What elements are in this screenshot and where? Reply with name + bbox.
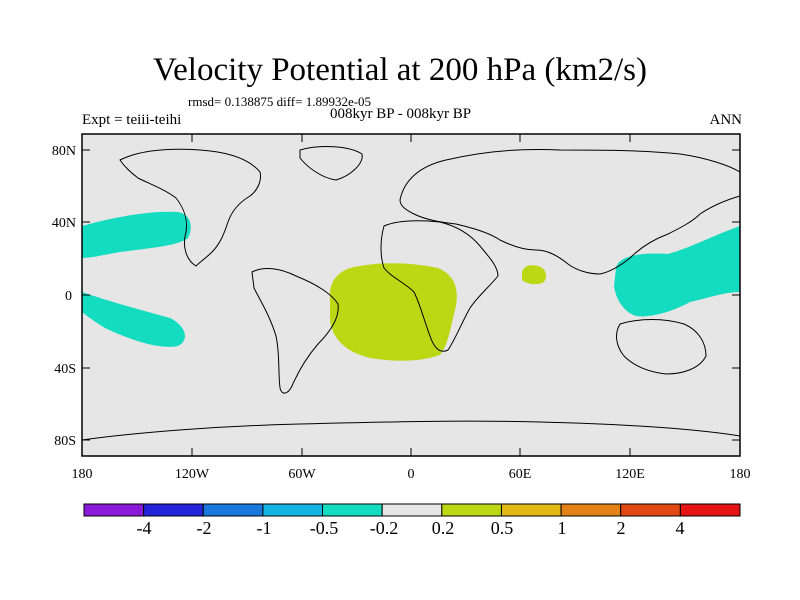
colorbar-label: 2	[617, 518, 626, 538]
coastline-africa	[380, 220, 499, 352]
positive-anomaly-region-arabian-sea	[522, 265, 546, 285]
coastline-eurasia	[399, 148, 741, 275]
colorbar-label: -4	[137, 518, 152, 538]
colorbar-label: -0.2	[370, 518, 399, 538]
colorbar-box	[202, 503, 264, 517]
colorbar-label: 0.5	[491, 518, 514, 538]
colorbar-label: -0.5	[310, 518, 339, 538]
lon-label-0: 0	[408, 467, 415, 482]
rmsd-diff-stats: rmsd= 0.138875 diff= 1.89932e-05	[188, 94, 372, 109]
lon-label-60w: 60W	[288, 467, 316, 482]
lat-label-equator: 0	[65, 289, 72, 304]
coastlines	[81, 146, 741, 441]
colorbar	[83, 503, 741, 517]
colorbar-box	[322, 503, 383, 517]
lat-label-80n: 80N	[52, 144, 76, 159]
coastline-greenland	[299, 146, 363, 181]
colorbar-box	[679, 503, 741, 517]
colorbar-label: -1	[257, 518, 272, 538]
season-label: ANN	[709, 112, 743, 128]
lon-label-120w: 120W	[175, 467, 210, 482]
colorbar-label: 4	[676, 518, 685, 538]
colorbar-box	[441, 503, 502, 517]
lon-label-180-west: 180	[72, 467, 93, 482]
colorbar-label: -2	[197, 518, 212, 538]
latitude-ticks	[82, 149, 740, 441]
lat-label-80s: 80S	[54, 434, 76, 449]
plot-title: Velocity Potential at 200 hPa (km2/s)	[152, 52, 648, 88]
negative-anomaly-region-south-pacific	[82, 292, 185, 347]
colorbar-box	[500, 503, 562, 517]
coastline-north-america	[119, 148, 261, 267]
colorbar-box	[381, 503, 443, 517]
lat-label-40s: 40S	[54, 362, 76, 377]
negative-anomaly-region-west-pacific	[614, 226, 740, 317]
negative-anomaly-region-north-pacific	[82, 211, 191, 258]
colorbar-box	[83, 503, 145, 517]
colorbar-label: 1	[558, 518, 567, 538]
colorbar-label: 0.2	[432, 518, 455, 538]
experiment-label: Expt = teiii-teihi	[82, 112, 182, 128]
longitude-ticks	[81, 134, 741, 456]
colorbar-box	[620, 503, 681, 517]
lat-label-40n: 40N	[52, 216, 76, 231]
colorbar-box	[143, 503, 204, 517]
lon-label-120e: 120E	[615, 467, 645, 482]
positive-anomaly-region-atlantic-africa	[329, 263, 457, 361]
colorbar-box	[262, 503, 324, 517]
lon-label-180-east: 180	[730, 467, 751, 482]
coastline-south-america	[251, 268, 339, 394]
period-label: 008kyr BP - 008kyr BP	[330, 106, 472, 122]
coastline-australia	[616, 319, 707, 375]
lon-label-60e: 60E	[509, 467, 532, 482]
colorbar-box	[560, 503, 622, 517]
coastline-antarctica	[81, 420, 741, 441]
